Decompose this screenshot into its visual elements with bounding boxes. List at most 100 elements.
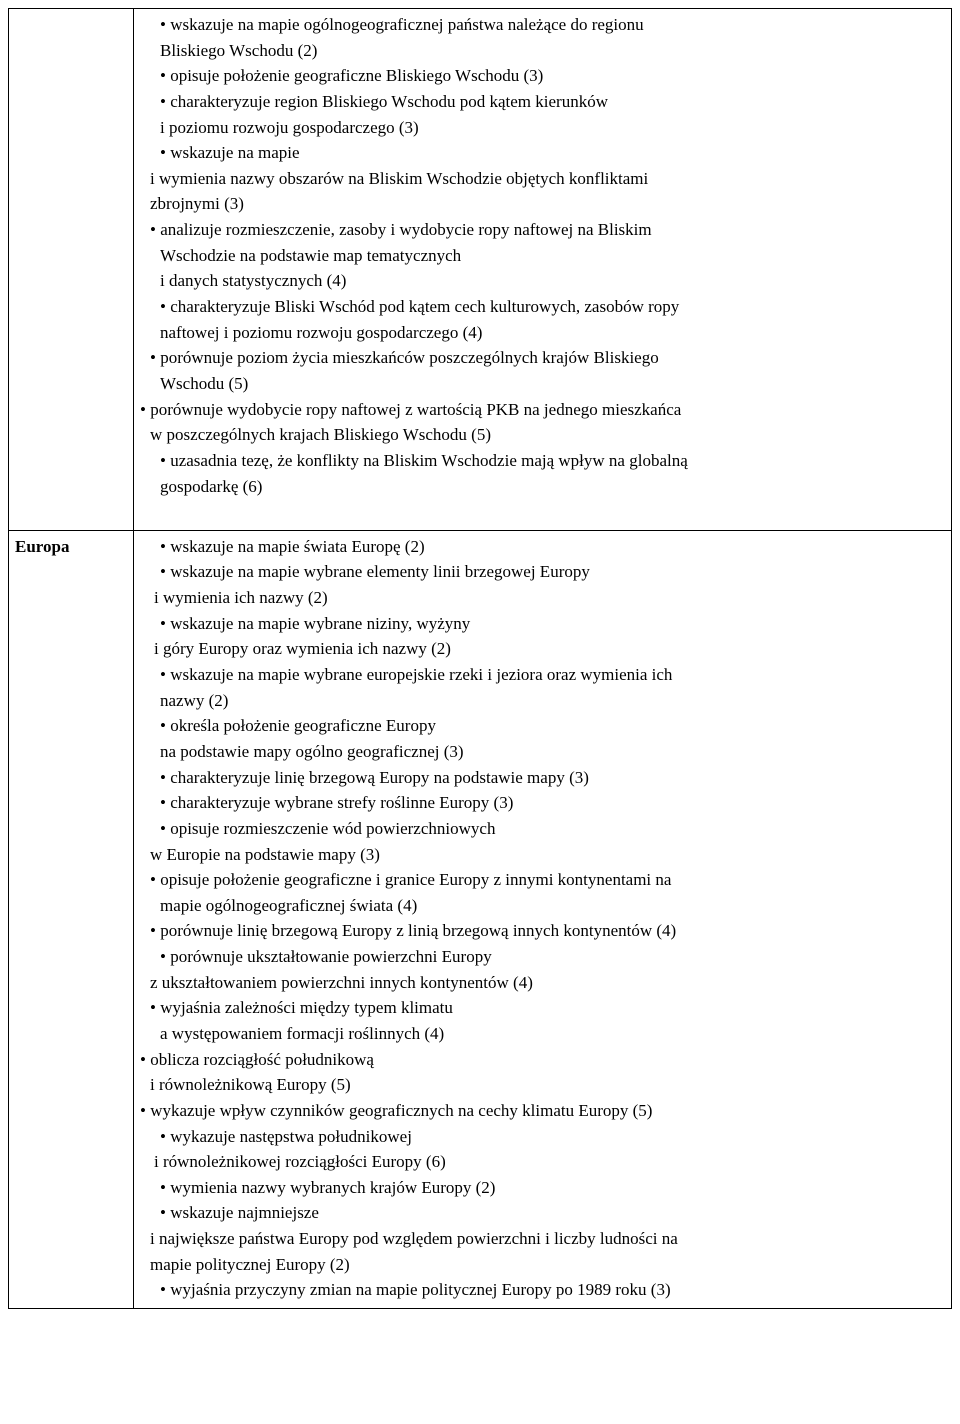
list-item-continuation: na podstawie mapy ogólno geograficznej (… [140, 740, 945, 765]
item-list: wskazuje na mapie świata Europę (2) wskaz… [140, 535, 945, 1303]
list-item-text: charakteryzuje Bliski Wschód pod kątem c… [160, 297, 679, 316]
continuation-text: i danych statystycznych (4) [160, 269, 945, 294]
list-item: oblicza rozciągłość południkową [140, 1048, 945, 1073]
continuation-text: w Europie na podstawie mapy (3) [150, 843, 945, 868]
continuation-text: Bliskiego Wschodu (2) [160, 39, 945, 64]
list-item-continuation: Wschodzie na podstawie map tematycznych [140, 244, 945, 269]
list-item-text: analizuje rozmieszczenie, zasoby i wydob… [150, 220, 652, 239]
list-item-text: porównuje poziom życia mieszkańców poszc… [150, 348, 659, 367]
continuation-text: mapie ogólnogeograficznej świata (4) [160, 894, 945, 919]
list-item-text: wskazuje najmniejsze [160, 1203, 319, 1222]
list-item-continuation: i wymienia nazwy obszarów na Bliskim Wsc… [140, 167, 945, 192]
list-spacer [140, 500, 945, 525]
list-item: analizuje rozmieszczenie, zasoby i wydob… [140, 218, 945, 243]
list-item-text: opisuje położenie geograficzne Bliskiego… [160, 66, 543, 85]
list-item: wskazuje na mapie wybrane elementy linii… [140, 560, 945, 585]
list-item-text: porównuje ukształtowanie powierzchni Eur… [160, 947, 492, 966]
list-item-text: porównuje wydobycie ropy naftowej z wart… [140, 400, 681, 419]
continuation-text: Wschodzie na podstawie map tematycznych [160, 244, 945, 269]
continuation-text: w poszczególnych krajach Bliskiego Wscho… [150, 423, 945, 448]
continuation-text: a występowaniem formacji roślinnych (4) [160, 1022, 945, 1047]
list-item-continuation: naftowej i poziomu rozwoju gospodarczego… [140, 321, 945, 346]
continuation-text: naftowej i poziomu rozwoju gospodarczego… [160, 321, 945, 346]
list-item-continuation: i danych statystycznych (4) [140, 269, 945, 294]
row-content-cell: wskazuje na mapie ogólnogeograficznej pa… [134, 9, 952, 531]
list-item-continuation: mapie politycznej Europy (2) [140, 1253, 945, 1278]
continuation-text: i największe państwa Europy pod względem… [150, 1227, 945, 1252]
item-list: wskazuje na mapie ogólnogeograficznej pa… [140, 13, 945, 525]
list-item-text: oblicza rozciągłość południkową [140, 1050, 374, 1069]
list-item-text: wskazuje na mapie świata Europę (2) [160, 537, 425, 556]
list-item-text: opisuje położenie geograficzne i granice… [150, 870, 671, 889]
continuation-text: i równoleżnikową Europy (5) [150, 1073, 945, 1098]
list-item-text: porównuje linię brzegową Europy z linią … [150, 921, 676, 940]
list-item: wskazuje na mapie wybrane niziny, wyżyny [140, 612, 945, 637]
list-item-text: wymienia nazwy wybranych krajów Europy (… [160, 1178, 495, 1197]
list-item-continuation: i góry Europy oraz wymienia ich nazwy (2… [140, 637, 945, 662]
list-item: wskazuje na mapie ogólnogeograficznej pa… [140, 13, 945, 38]
list-item-continuation: z ukształtowaniem powierzchni innych kon… [140, 971, 945, 996]
list-item: charakteryzuje Bliski Wschód pod kątem c… [140, 295, 945, 320]
list-item-text: uzasadnia tezę, że konflikty na Bliskim … [160, 451, 688, 470]
list-item: opisuje rozmieszczenie wód powierzchniow… [140, 817, 945, 842]
list-item-text: charakteryzuje region Bliskiego Wschodu … [160, 92, 608, 111]
list-item-text: wskazuje na mapie wybrane elementy linii… [160, 562, 590, 581]
list-item-text: wskazuje na mapie wybrane niziny, wyżyny [160, 614, 470, 633]
list-item: charakteryzuje wybrane strefy roślinne E… [140, 791, 945, 816]
list-item-continuation: nazwy (2) [140, 689, 945, 714]
row-header-cell [9, 9, 134, 531]
row-header: Europa [15, 537, 70, 556]
list-item-continuation: w poszczególnych krajach Bliskiego Wscho… [140, 423, 945, 448]
list-item: wskazuje na mapie [140, 141, 945, 166]
table-row: wskazuje na mapie ogólnogeograficznej pa… [9, 9, 952, 531]
row-content-cell: wskazuje na mapie świata Europę (2) wskaz… [134, 530, 952, 1308]
list-item-continuation: i równoleżnikowej rozciągłości Europy (6… [140, 1150, 945, 1175]
continuation-text: mapie politycznej Europy (2) [150, 1253, 945, 1278]
list-item: wyjaśnia zależności między typem klimatu [140, 996, 945, 1021]
continuation-text: i góry Europy oraz wymienia ich nazwy (2… [154, 637, 945, 662]
list-item: porównuje poziom życia mieszkańców poszc… [140, 346, 945, 371]
list-item-text: wykazuje wpływ czynników geograficznych … [140, 1101, 652, 1120]
row-header-cell: Europa [9, 530, 134, 1308]
list-item-continuation: i równoleżnikową Europy (5) [140, 1073, 945, 1098]
list-item: opisuje położenie geograficzne i granice… [140, 868, 945, 893]
continuation-text: zbrojnymi (3) [150, 192, 945, 217]
list-item-text: charakteryzuje linię brzegową Europy na … [160, 768, 589, 787]
list-item: charakteryzuje region Bliskiego Wschodu … [140, 90, 945, 115]
list-item-continuation: i największe państwa Europy pod względem… [140, 1227, 945, 1252]
continuation-text: Wschodu (5) [160, 372, 945, 397]
continuation-text: na podstawie mapy ogólno geograficznej (… [160, 740, 945, 765]
list-item-text: wskazuje na mapie [160, 143, 300, 162]
list-item-text: wskazuje na mapie ogólnogeograficznej pa… [160, 15, 644, 34]
continuation-text: nazwy (2) [160, 689, 945, 714]
list-item: wykazuje następstwa południkowej [140, 1125, 945, 1150]
document-table: wskazuje na mapie ogólnogeograficznej pa… [8, 8, 952, 1309]
list-item: wymienia nazwy wybranych krajów Europy (… [140, 1176, 945, 1201]
continuation-text: i równoleżnikowej rozciągłości Europy (6… [154, 1150, 945, 1175]
table-row: Europa wskazuje na mapie świata Europę (2… [9, 530, 952, 1308]
list-item: wykazuje wpływ czynników geograficznych … [140, 1099, 945, 1124]
list-item: porównuje linię brzegową Europy z linią … [140, 919, 945, 944]
list-item-continuation: zbrojnymi (3) [140, 192, 945, 217]
list-item: określa położenie geograficzne Europy [140, 714, 945, 739]
continuation-text: gospodarkę (6) [160, 475, 945, 500]
list-item-continuation: Wschodu (5) [140, 372, 945, 397]
list-item-text: wyjaśnia zależności między typem klimatu [150, 998, 453, 1017]
list-item-continuation: i wymienia ich nazwy (2) [140, 586, 945, 611]
list-item-text: wyjaśnia przyczyny zmian na mapie polity… [160, 1280, 671, 1299]
list-item-text: określa położenie geograficzne Europy [160, 716, 436, 735]
list-item: porównuje wydobycie ropy naftowej z wart… [140, 398, 945, 423]
list-item: wyjaśnia przyczyny zmian na mapie polity… [140, 1278, 945, 1303]
continuation-text: z ukształtowaniem powierzchni innych kon… [150, 971, 945, 996]
list-item: wskazuje najmniejsze [140, 1201, 945, 1226]
continuation-text: i poziomu rozwoju gospodarczego (3) [160, 116, 945, 141]
list-item: wskazuje na mapie świata Europę (2) [140, 535, 945, 560]
list-item: uzasadnia tezę, że konflikty na Bliskim … [140, 449, 945, 474]
list-item-text: wskazuje na mapie wybrane europejskie rz… [160, 665, 672, 684]
list-item: charakteryzuje linię brzegową Europy na … [140, 766, 945, 791]
list-item-continuation: a występowaniem formacji roślinnych (4) [140, 1022, 945, 1047]
list-item: porównuje ukształtowanie powierzchni Eur… [140, 945, 945, 970]
list-item: wskazuje na mapie wybrane europejskie rz… [140, 663, 945, 688]
list-item-continuation: i poziomu rozwoju gospodarczego (3) [140, 116, 945, 141]
list-item-text: wykazuje następstwa południkowej [160, 1127, 412, 1146]
